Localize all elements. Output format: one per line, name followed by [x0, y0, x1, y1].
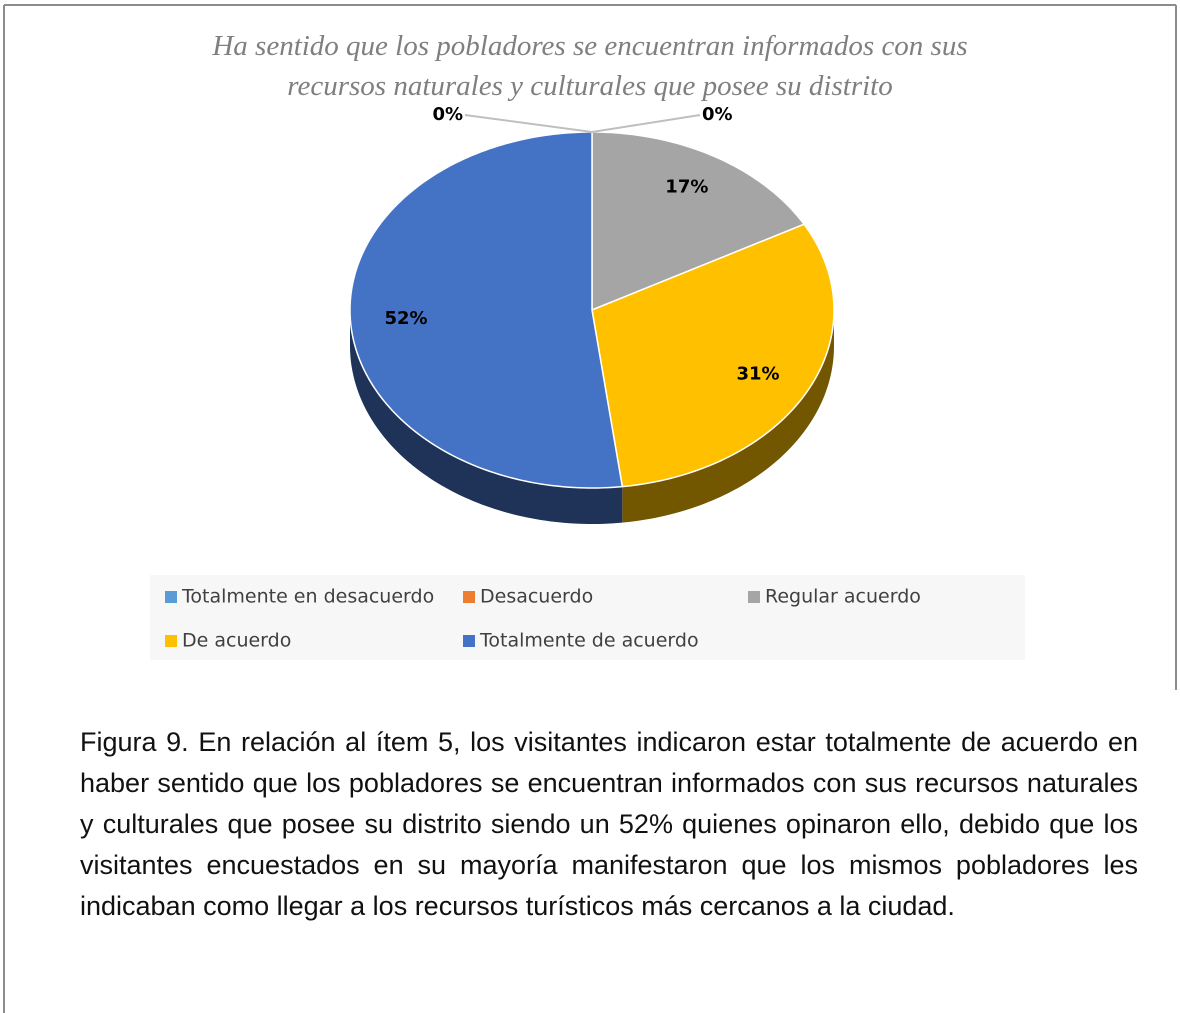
data-label: 17%: [665, 176, 708, 197]
leader-line: [591, 114, 701, 133]
data-label: 0%: [702, 104, 733, 125]
legend-swatch: [165, 591, 177, 603]
pie-slice: [591, 131, 806, 312]
data-label: 0%: [432, 104, 463, 125]
chart-title: Ha sentido que los pobladores se encuent…: [212, 30, 968, 102]
legend-swatch: [463, 635, 475, 647]
data-label: 52%: [384, 308, 427, 329]
legend-label: Totalmente en desacuerdo: [181, 586, 434, 608]
pie-side: [622, 310, 834, 523]
pie-slice: [349, 131, 624, 489]
leader-line: [464, 114, 593, 133]
legend-swatch: [463, 591, 475, 603]
pie-slice: [591, 223, 835, 488]
legend-swatch: [748, 591, 760, 603]
legend-label: Totalmente de acuerdo: [479, 630, 699, 652]
pie-side: [350, 310, 623, 524]
data-label: 31%: [736, 364, 779, 385]
legend-label: Regular acuerdo: [765, 586, 921, 608]
legend-label: Desacuerdo: [480, 586, 593, 608]
legend-box: [150, 575, 1025, 660]
figure-caption: Figura 9. En relación al ítem 5, los vis…: [80, 727, 1138, 921]
legend-swatch: [165, 635, 177, 647]
legend-label: De acuerdo: [182, 630, 291, 652]
